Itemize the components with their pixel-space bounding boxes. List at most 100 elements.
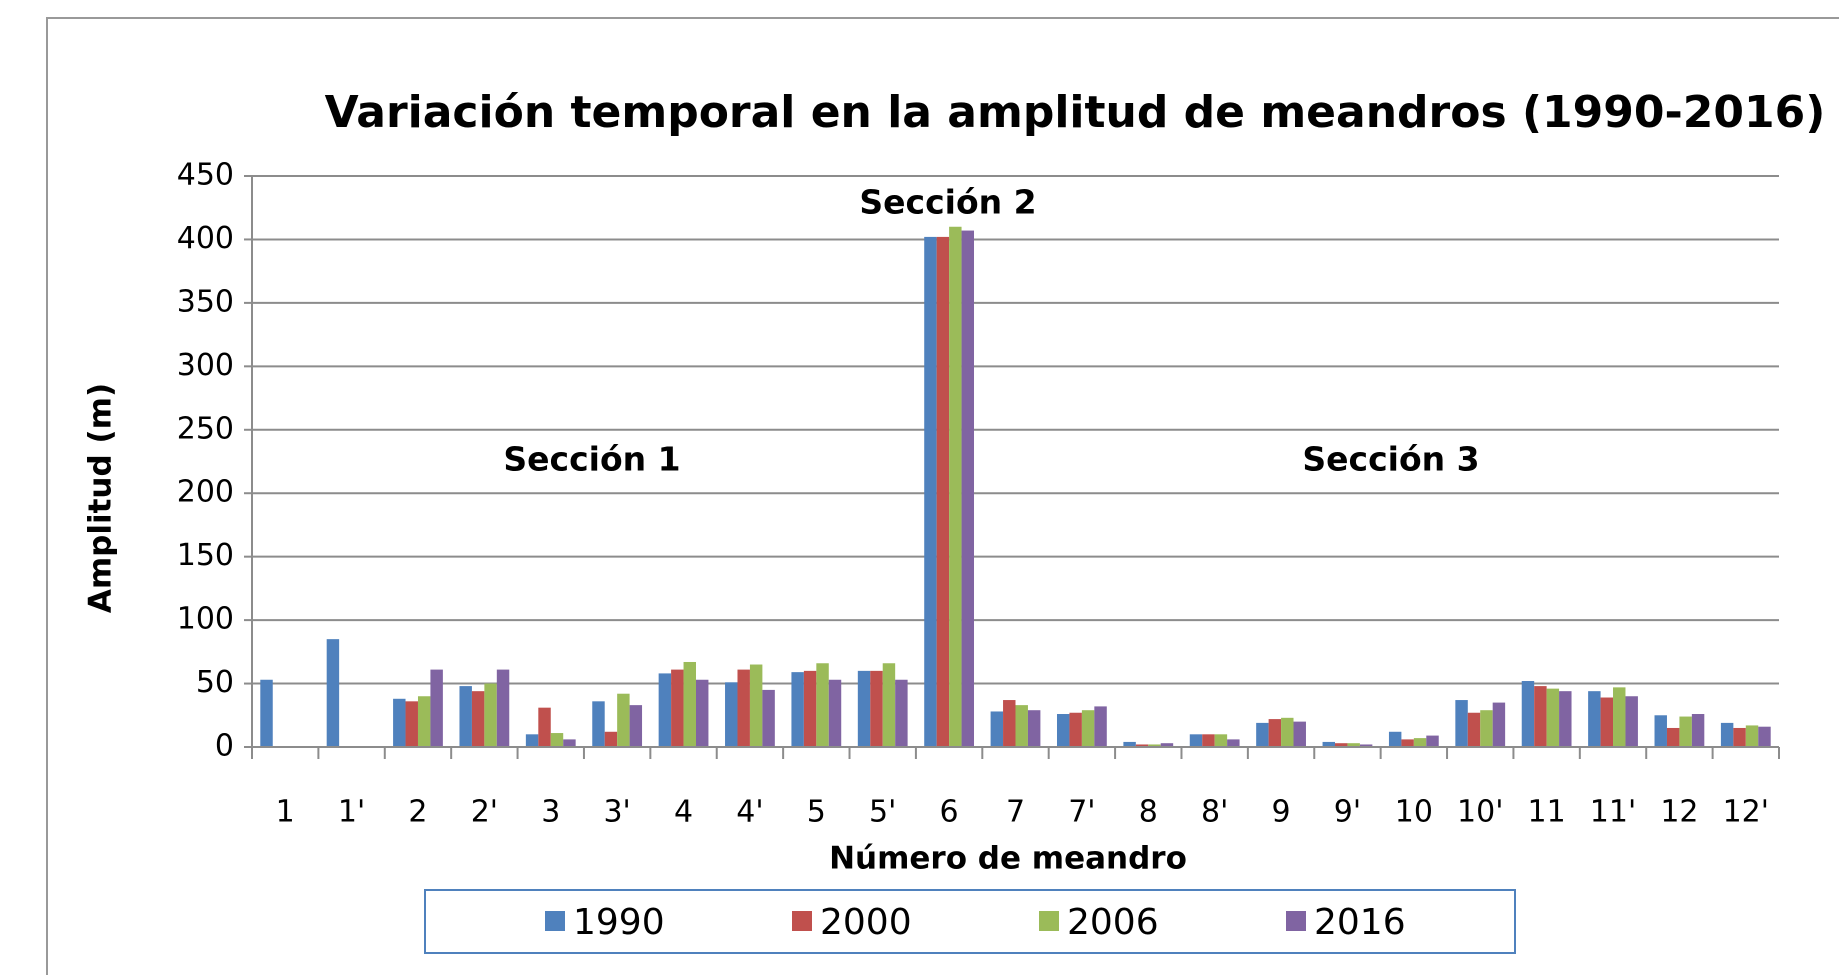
bar	[828, 679, 842, 747]
bar	[1758, 726, 1771, 747]
y-axis-title: Amplitud (m)	[83, 383, 119, 613]
bar	[658, 673, 672, 747]
x-tick-label: 4	[674, 795, 693, 830]
bar	[1588, 691, 1601, 747]
bar	[924, 236, 937, 747]
bar	[484, 683, 497, 747]
bar	[326, 639, 340, 747]
x-tick-label: 3'	[603, 795, 630, 830]
chart-title: Variación temporal en la amplitud de mea…	[325, 87, 1826, 138]
bar	[791, 672, 804, 747]
bar	[550, 733, 564, 747]
bar	[1056, 714, 1070, 747]
bar	[1256, 722, 1269, 747]
bar	[1293, 721, 1306, 747]
y-tick-label: 150	[177, 538, 234, 573]
bar	[1666, 727, 1680, 747]
bar	[1733, 727, 1746, 747]
bar	[695, 679, 709, 747]
bar	[592, 701, 605, 747]
x-tick-label: 1	[276, 795, 295, 830]
bar	[1492, 702, 1506, 747]
x-tick-label: 5'	[869, 795, 896, 830]
bar	[1069, 712, 1082, 747]
bar	[803, 670, 817, 747]
bar	[1600, 697, 1614, 747]
bar	[1281, 717, 1294, 747]
bar	[604, 731, 618, 747]
bar	[1123, 741, 1136, 747]
bar	[1467, 712, 1481, 747]
bar	[1227, 739, 1240, 747]
x-tick-label: 7	[1006, 795, 1025, 830]
bar	[1135, 744, 1149, 747]
x-tick-label: 2	[408, 795, 427, 830]
bar	[405, 701, 418, 747]
bar	[525, 734, 539, 747]
bar	[1559, 691, 1572, 747]
bar	[1625, 696, 1638, 747]
legend-label: 1990	[573, 902, 665, 943]
bar	[762, 689, 775, 747]
bar	[393, 698, 406, 747]
bar	[260, 679, 273, 747]
bar	[725, 682, 738, 747]
bar	[538, 707, 551, 747]
x-tick-label: 10	[1395, 795, 1433, 830]
x-axis-title: Número de meandro	[829, 841, 1187, 877]
x-tick-label: 10'	[1457, 795, 1503, 830]
bar	[895, 679, 908, 747]
bar	[990, 711, 1004, 747]
x-tick-label: 3	[541, 795, 560, 830]
bar	[816, 663, 829, 747]
x-tick-label: 9'	[1334, 795, 1361, 830]
bar	[1613, 687, 1626, 747]
bar	[1480, 710, 1493, 747]
annotation: Sección 1	[503, 440, 680, 479]
bar	[1015, 705, 1028, 747]
bar	[1455, 700, 1468, 747]
legend-label: 2000	[820, 902, 912, 943]
legend-swatch	[545, 911, 565, 931]
x-tick-label: 1'	[338, 795, 365, 830]
x-tick-label: 11	[1528, 795, 1566, 830]
x-tick-label: 5	[807, 795, 826, 830]
bar	[1654, 715, 1667, 747]
bar	[1202, 734, 1215, 747]
bar	[1534, 686, 1547, 747]
legend-box	[424, 889, 1516, 954]
bar	[870, 670, 883, 747]
bar	[1189, 734, 1203, 747]
y-tick-label: 200	[177, 475, 234, 510]
bar	[496, 669, 510, 747]
bar	[1347, 743, 1360, 747]
y-tick-label: 450	[177, 158, 234, 193]
bar	[671, 669, 684, 747]
bar	[1322, 741, 1336, 747]
bar	[949, 226, 962, 747]
bar	[1148, 744, 1161, 747]
bar	[1720, 722, 1734, 747]
bar	[1426, 735, 1439, 747]
x-tick-label: 11'	[1590, 795, 1636, 830]
bar	[1214, 734, 1228, 747]
annotation: Sección 3	[1302, 440, 1479, 479]
bar	[1081, 710, 1095, 747]
bar	[459, 686, 472, 747]
legend-label: 2006	[1067, 902, 1159, 943]
bar	[1268, 719, 1282, 747]
bar	[1521, 681, 1535, 747]
legend-swatch	[1039, 911, 1059, 931]
bar	[1359, 744, 1373, 747]
y-tick-label: 100	[177, 602, 234, 637]
bar	[617, 693, 630, 747]
bar	[1401, 739, 1414, 747]
bar	[629, 705, 643, 747]
bar	[1679, 716, 1692, 747]
x-tick-label: 2'	[471, 795, 498, 830]
bar	[1027, 710, 1041, 747]
bar	[1691, 714, 1705, 747]
bar	[1003, 700, 1016, 747]
